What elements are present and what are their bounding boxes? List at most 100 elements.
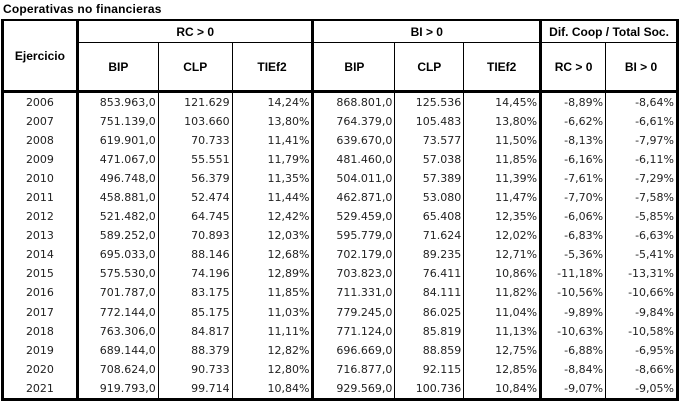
cell-dif-rc: -10,63% [539, 321, 606, 341]
cell-rc-clp: 64.745 [157, 207, 233, 227]
table-row: 2011 458.881,0 52.474 11,44% 462.871,0 53.080… [1, 188, 679, 208]
cell-bi-clp: 53.080 [394, 188, 464, 208]
cell-dif-rc: -6,62% [539, 112, 606, 132]
cell-bi-tief2: 12,02% [463, 226, 541, 246]
cell-bi-tief2: 11,13% [463, 321, 541, 341]
cell-rc-clp: 99.714 [157, 378, 233, 401]
cell-bi-bip: 639.670,0 [311, 131, 395, 151]
header-ejercicio: Ejercicio [1, 19, 78, 93]
table-row: 2009 471.067,0 55.551 11,79% 481.460,0 57.038… [1, 150, 679, 170]
cell-dif-rc: -5,36% [539, 245, 606, 265]
cell-rc-clp: 88.146 [157, 245, 233, 265]
table-row: 2020 708.624,0 90.733 12,80% 716.877,0 92.115… [1, 359, 679, 379]
cell-rc-tief2: 11,03% [231, 302, 313, 322]
cell-dif-bi: -7,29% [605, 169, 679, 189]
cell-bi-clp: 89.235 [394, 245, 464, 265]
cell-dif-bi: -6,11% [605, 150, 679, 170]
cell-year: 2008 [1, 131, 78, 151]
cell-rc-clp: 103.660 [157, 112, 233, 132]
cell-bi-clp: 84.111 [394, 283, 464, 303]
header-group-bi: BI > 0 [311, 19, 541, 43]
cell-dif-rc: -7,70% [539, 188, 606, 208]
cell-bi-bip: 711.331,0 [311, 283, 395, 303]
table-row: 2007 751.139,0 103.660 13,80% 764.379,0 105.4… [1, 112, 679, 132]
cell-rc-bip: 619.901,0 [75, 131, 159, 151]
header-bip: BIP [75, 42, 159, 93]
cell-rc-bip: 751.139,0 [75, 112, 159, 132]
table-row: 2018 763.306,0 84.817 11,11% 771.124,0 85.819… [1, 321, 679, 341]
cell-rc-clp: 70.733 [157, 131, 233, 151]
cell-year: 2019 [1, 340, 78, 360]
cell-bi-clp: 65.408 [394, 207, 464, 227]
cell-bi-tief2: 13,80% [463, 112, 541, 132]
cell-rc-tief2: 11,85% [231, 283, 313, 303]
cell-rc-clp: 84.817 [157, 321, 233, 341]
cell-dif-rc: -7,61% [539, 169, 606, 189]
cell-bi-bip: 929.569,0 [311, 378, 395, 401]
cell-bi-clp: 57.389 [394, 169, 464, 189]
cell-bi-clp: 100.736 [394, 378, 464, 401]
cell-rc-bip: 708.624,0 [75, 359, 159, 379]
cell-bi-clp: 71.624 [394, 226, 464, 246]
table-row: 2019 689.144,0 88.379 12,82% 696.669,0 88.859… [1, 340, 679, 360]
header-bip: BIP [311, 42, 395, 93]
header-dif-rc: RC > 0 [539, 42, 606, 93]
cell-rc-tief2: 12,68% [231, 245, 313, 265]
cell-rc-tief2: 10,84% [231, 378, 313, 401]
cell-bi-bip: 771.124,0 [311, 321, 395, 341]
header-clp: CLP [394, 42, 464, 93]
cell-dif-bi: -10,66% [605, 283, 679, 303]
cell-bi-bip: 595.779,0 [311, 226, 395, 246]
cell-bi-bip: 868.801,0 [311, 91, 395, 113]
cell-rc-clp: 56.379 [157, 169, 233, 189]
cell-rc-tief2: 12,89% [231, 264, 313, 284]
cell-dif-rc: -6,88% [539, 340, 606, 360]
cell-dif-bi: -9,84% [605, 302, 679, 322]
cell-year: 2020 [1, 359, 78, 379]
table-row: 2017 772.144,0 85.175 11,03% 779.245,0 86.025… [1, 302, 679, 322]
cell-bi-tief2: 11,47% [463, 188, 541, 208]
table-row: 2016 701.787,0 83.175 11,85% 711.331,0 84.111… [1, 283, 679, 303]
cell-year: 2015 [1, 264, 78, 284]
cell-dif-rc: -10,56% [539, 283, 606, 303]
cell-bi-tief2: 11,82% [463, 283, 541, 303]
cell-bi-clp: 57.038 [394, 150, 464, 170]
cell-rc-clp: 121.629 [157, 91, 233, 113]
cell-dif-bi: -5,85% [605, 207, 679, 227]
data-table: Ejercicio RC > 0 BI > 0 Dif. Coop / Tota… [1, 19, 679, 401]
cell-rc-bip: 589.252,0 [75, 226, 159, 246]
cell-rc-bip: 689.144,0 [75, 340, 159, 360]
cell-year: 2018 [1, 321, 78, 341]
cell-rc-clp: 88.379 [157, 340, 233, 360]
cell-rc-clp: 52.474 [157, 188, 233, 208]
cell-dif-bi: -9,05% [605, 378, 679, 401]
cell-dif-rc: -8,89% [539, 91, 606, 113]
table-row: 2010 496.748,0 56.379 11,35% 504.011,0 57.389… [1, 169, 679, 189]
cell-year: 2013 [1, 226, 78, 246]
cell-bi-bip: 504.011,0 [311, 169, 395, 189]
cell-year: 2012 [1, 207, 78, 227]
cell-dif-rc: -8,13% [539, 131, 606, 151]
table-row: 2006 853.963,0 121.629 14,24% 868.801,0 125.5… [1, 91, 679, 113]
cell-rc-bip: 496.748,0 [75, 169, 159, 189]
cell-bi-clp: 92.115 [394, 359, 464, 379]
cell-rc-tief2: 13,80% [231, 112, 313, 132]
cell-rc-clp: 90.733 [157, 359, 233, 379]
cell-rc-bip: 763.306,0 [75, 321, 159, 341]
cell-bi-clp: 73.577 [394, 131, 464, 151]
header-dif-bi: BI > 0 [605, 42, 679, 93]
cell-bi-bip: 702.179,0 [311, 245, 395, 265]
cell-dif-bi: -7,97% [605, 131, 679, 151]
cell-rc-bip: 701.787,0 [75, 283, 159, 303]
header-tief2: TIEf2 [231, 42, 313, 93]
cell-year: 2021 [1, 378, 78, 401]
cell-dif-bi: -6,63% [605, 226, 679, 246]
cell-rc-bip: 575.530,0 [75, 264, 159, 284]
cell-bi-tief2: 11,04% [463, 302, 541, 322]
table-row: 2021 919.793,0 99.714 10,84% 929.569,0 100.73… [1, 378, 679, 401]
cell-year: 2011 [1, 188, 78, 208]
cell-year: 2010 [1, 169, 78, 189]
table-row: 2012 521.482,0 64.745 12,42% 529.459,0 65.408… [1, 207, 679, 227]
cell-bi-bip: 764.379,0 [311, 112, 395, 132]
header-group-rc: RC > 0 [75, 19, 313, 43]
